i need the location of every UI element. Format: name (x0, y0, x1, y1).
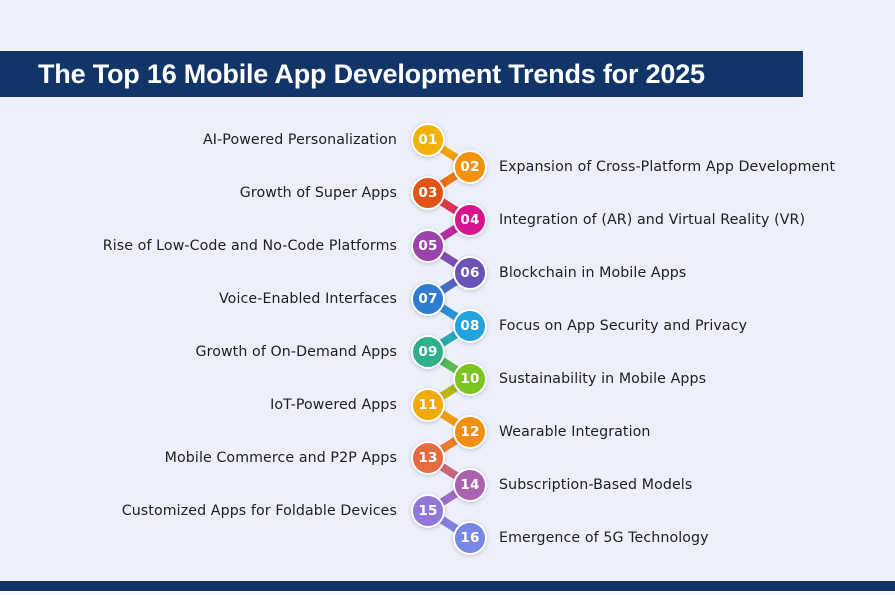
trend-number-badge: 09 (411, 335, 445, 369)
trend-number-badge: 16 (453, 520, 487, 555)
trend-number: 10 (460, 370, 480, 387)
trend-number: 06 (460, 264, 480, 281)
trend-number-badge: 14 (453, 467, 487, 502)
trend-label: Growth of On-Demand Apps (195, 344, 397, 360)
trend-number-badge: 15 (411, 494, 445, 528)
trend-number: 02 (460, 158, 480, 175)
trend-number-badge: 05 (411, 229, 445, 263)
trend-label: Growth of Super Apps (239, 185, 397, 201)
trend-number: 15 (418, 503, 438, 519)
trend-number-badge: 07 (411, 282, 445, 316)
trend-number: 03 (418, 185, 438, 201)
trend-label: Emergence of 5G Technology (499, 529, 709, 546)
trend-number: 01 (418, 132, 438, 148)
trend-number: 05 (418, 238, 438, 254)
trend-label: Rise of Low-Code and No-Code Platforms (102, 238, 397, 254)
trend-label: Blockchain in Mobile Apps (499, 264, 687, 281)
trend-label: Voice-Enabled Interfaces (218, 291, 397, 307)
trend-number: 14 (460, 476, 480, 493)
trend-number-badge: 10 (453, 361, 487, 396)
trend-number: 09 (418, 344, 438, 360)
trend-number-badge: 11 (411, 388, 445, 422)
trend-number-badge: 08 (453, 308, 487, 343)
trend-number: 12 (460, 423, 480, 440)
trend-number-badge: 04 (453, 202, 487, 237)
trend-number: 13 (418, 450, 438, 466)
trend-label: Mobile Commerce and P2P Apps (164, 450, 397, 466)
trend-number-badge: 03 (411, 176, 445, 210)
trend-number: 08 (460, 317, 480, 334)
trend-number-badge: 02 (453, 149, 487, 184)
title-banner: The Top 16 Mobile App Development Trends… (0, 51, 803, 97)
trend-number-badge: 12 (453, 414, 487, 449)
trend-number-badge: 13 (411, 441, 445, 475)
trend-label: Sustainability in Mobile Apps (499, 370, 707, 387)
page-title: The Top 16 Mobile App Development Trends… (38, 58, 705, 89)
trend-label: Subscription-Based Models (499, 476, 693, 493)
trend-label: Customized Apps for Foldable Devices (121, 503, 397, 519)
trend-number: 04 (460, 211, 480, 228)
trend-number-badge: 01 (411, 123, 445, 157)
trend-label: Wearable Integration (499, 423, 651, 440)
trend-label: Focus on App Security and Privacy (499, 317, 748, 334)
trend-number-badge: 06 (453, 255, 487, 290)
trend-label: Integration of (AR) and Virtual Reality … (499, 211, 806, 228)
trend-number: 11 (418, 397, 438, 413)
footer-bar (0, 581, 895, 591)
trend-number: 07 (418, 291, 438, 307)
trend-label: AI-Powered Personalization (202, 132, 397, 148)
trend-number: 16 (460, 529, 480, 546)
trend-label: Expansion of Cross-Platform App Developm… (499, 158, 836, 175)
trend-label: IoT-Powered Apps (270, 397, 397, 413)
footer-strip (0, 591, 895, 595)
